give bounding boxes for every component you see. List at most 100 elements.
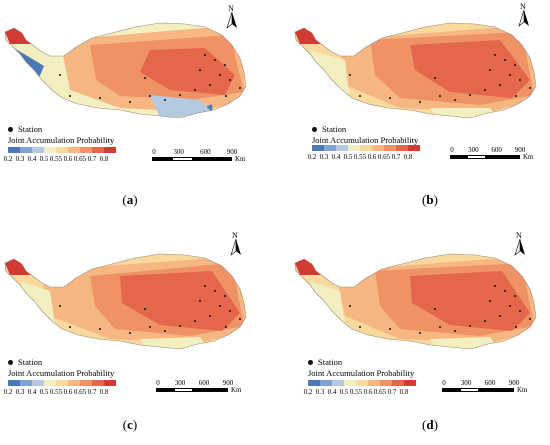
legend-swatch [56,147,68,153]
legend-class-label: 0.6 [63,155,73,163]
panel-label: (a) [122,192,138,207]
scale-tick-label: 300 [468,146,479,154]
scale-segment [485,156,519,158]
legend-swatch [44,380,56,386]
station-dot-icon [308,359,313,365]
legend-class-label: 0.55 [49,388,63,396]
map-panel-d: N Station Joint Accumulation Probability… [290,225,550,445]
legend-swatch [32,147,44,153]
legend-swatch [8,147,20,153]
legend-swatch [104,147,116,153]
scale-bar-graphic [152,157,232,161]
legend-station: Station [312,124,346,134]
legend-class-label: 0.65 [73,155,87,163]
scale-tick-label: 900 [226,148,238,156]
station-points [349,285,531,334]
map-panel-b: N Station Joint Accumulation Probability… [290,0,550,220]
tibetan-plateau-map [294,253,537,350]
scale-tick-label: 600 [200,148,211,156]
legend-color-ramp [308,380,416,386]
north-arrow: N [228,231,244,257]
scale-tick-label: 0 [152,148,156,156]
legend-class-labels: 0.2 0.3 0.4 0.5 0.55 0.6 0.65 0.7 0.8 [308,153,422,163]
legend-swatch [20,380,32,386]
legend-class-label: 0.5 [39,388,49,396]
panel-label: (d) [422,417,438,432]
legend-class-label: 0.3 [315,388,325,396]
scale-segment [157,389,175,391]
scale-tick-label: 300 [460,379,472,387]
legend-class-label: 0.5 [339,388,349,396]
legend-class-labels: 0.2 0.3 0.4 0.5 0.55 0.6 0.65 0.7 0.8 [4,388,118,398]
scale-tick-label: 600 [491,146,502,154]
legend-swatch [396,145,408,151]
scale-segment [443,389,461,391]
scale-bar-graphic [450,155,520,159]
scale-segment [468,156,485,158]
legend-station: Station [8,357,42,367]
legend-color-ramp [8,380,116,386]
station-dot-icon [312,126,317,132]
legend-swatch [68,380,80,386]
legend-class-label: 0.3 [15,388,25,396]
legend-class-label: 0.65 [373,388,387,396]
legend-swatch [80,147,92,153]
legend-class-label: 0.2 [3,388,13,396]
scale-tick-label: 300 [174,379,186,387]
scale-bar: 0 300 600 900 Km [156,379,266,397]
scale-bar: 0 300 600 900 Km [152,148,262,166]
scale-bar: 0 300 600 900 Km [450,146,550,164]
legend-color-ramp [8,147,116,153]
legend-class-label: 0.6 [63,388,73,396]
legend-swatch [20,147,32,153]
scale-ticks: 0 300 600 900 [152,148,237,157]
scale-segment [192,389,227,391]
legend-swatch [348,145,360,151]
legend-class-label: 0.55 [49,155,63,163]
legend-class-label: 0.5 [343,153,353,161]
north-arrow: N [512,231,528,257]
station-dot-icon [8,126,13,132]
legend-swatch [56,380,68,386]
north-arrow: N [516,2,532,28]
legend-swatch [92,380,104,386]
legend-swatch [312,145,324,151]
scale-segment [174,389,192,391]
legend-class-label: 0.3 [15,155,25,163]
legend-class-label: 0.7 [391,153,401,161]
station-points [349,54,531,103]
scale-segment [192,158,231,160]
legend-swatch [344,380,356,386]
legend-title: Joint Accumulation Probability [308,368,415,378]
scale-tick-label: 900 [514,146,526,154]
scale-bar-graphic [156,388,228,392]
north-arrow-icon [226,12,237,29]
map-panel-a: N Station Joint Accumulation Probability… [0,0,275,220]
legend-color-ramp [312,145,420,151]
legend-swatch [44,147,56,153]
scale-tick-label: 600 [198,379,210,387]
legend-class-labels: 0.2 0.3 0.4 0.5 0.55 0.6 0.65 0.7 0.8 [4,155,118,165]
legend-swatch [104,380,116,386]
legend-class-label: 0.4 [327,388,337,396]
scale-tick-label: 0 [156,379,160,387]
scale-tick-label: 0 [442,379,446,387]
legend-swatch [372,145,384,151]
station-points [59,285,241,334]
scale-unit: Km [523,153,534,161]
scale-ticks: 0 300 600 900 [450,146,525,155]
legend-class-labels: 0.2 0.3 0.4 0.5 0.55 0.6 0.65 0.7 0.8 [304,388,418,398]
scale-segment [172,158,192,160]
legend-swatch [8,380,20,386]
scale-unit: Km [517,386,528,394]
north-arrow: N [224,4,240,30]
legend-class-label: 0.5 [39,155,49,163]
legend-class-label: 0.3 [319,153,329,161]
legend-swatch [368,380,380,386]
legend-title: Joint Accumulation Probability [312,135,419,145]
legend-class-label: 0.7 [87,155,97,163]
scale-tick-label: 900 [222,379,234,387]
legend-swatch [308,380,320,386]
legend-swatch [324,145,336,151]
legend-class-label: 0.2 [303,388,313,396]
